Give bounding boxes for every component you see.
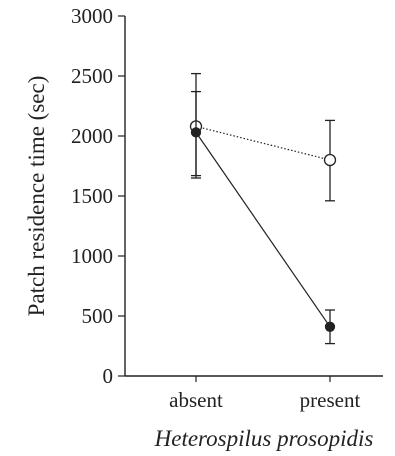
y-tick-label: 2000 bbox=[71, 124, 113, 148]
data-point-filled bbox=[190, 127, 202, 138]
series-group bbox=[189, 72, 337, 345]
y-tick-label: 3000 bbox=[71, 4, 113, 28]
x-ticks: absent present bbox=[169, 376, 360, 412]
x-category-label: absent bbox=[169, 388, 223, 412]
y-tick-label: 1500 bbox=[71, 184, 113, 208]
data-point-filled bbox=[324, 321, 336, 332]
y-tick-label: 1000 bbox=[71, 244, 113, 268]
y-tick-label: 0 bbox=[103, 364, 114, 388]
y-tick-label: 500 bbox=[82, 304, 114, 328]
data-point-open bbox=[323, 153, 337, 167]
y-axis-label: Patch residence time (sec) bbox=[24, 76, 49, 317]
x-axis-label: Heterospilus prosopidis bbox=[154, 426, 374, 451]
y-tick-label: 2500 bbox=[71, 64, 113, 88]
x-category-label: present bbox=[300, 388, 361, 412]
series-line bbox=[195, 132, 331, 328]
axes bbox=[124, 16, 383, 377]
y-ticks: 0 500 1000 1500 2000 2500 3000 bbox=[71, 4, 125, 388]
series-line bbox=[195, 125, 331, 161]
series-1 bbox=[190, 90, 336, 345]
series-2 bbox=[189, 72, 337, 202]
